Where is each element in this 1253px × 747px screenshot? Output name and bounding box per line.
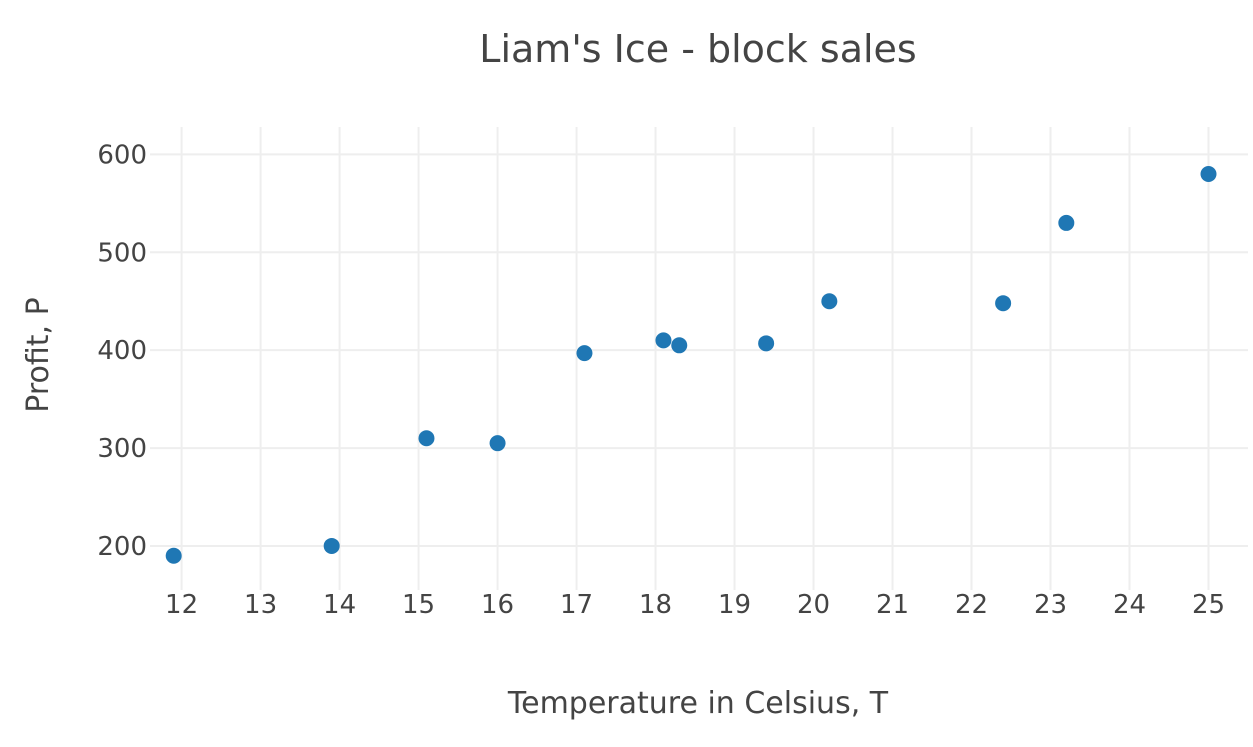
- data-point: [1200, 165, 1217, 182]
- grid: [150, 127, 1248, 590]
- y-tick-label: 300: [97, 434, 147, 464]
- data-points: [165, 165, 1217, 564]
- x-tick-label: 12: [165, 590, 198, 620]
- x-tick-label: 19: [718, 590, 751, 620]
- x-axis-ticks: 12 13 14 15 16 17 18 19 20 21 22 23 24 25: [165, 590, 1225, 620]
- x-tick-label: 22: [955, 590, 988, 620]
- data-point: [165, 547, 182, 564]
- data-point: [821, 293, 838, 310]
- x-tick-label: 13: [244, 590, 277, 620]
- y-axis-title: Profit, P: [21, 297, 56, 412]
- data-point: [489, 435, 506, 452]
- x-tick-label: 14: [323, 590, 356, 620]
- y-tick-label: 600: [97, 140, 147, 170]
- x-tick-label: 17: [560, 590, 593, 620]
- x-tick-label: 20: [797, 590, 830, 620]
- data-point: [323, 537, 340, 554]
- x-axis-title: Temperature in Celsius, T: [507, 686, 889, 721]
- data-point: [655, 332, 672, 349]
- data-point: [418, 430, 435, 447]
- x-tick-label: 24: [1113, 590, 1146, 620]
- x-tick-label: 25: [1192, 590, 1225, 620]
- data-point: [671, 337, 688, 354]
- x-tick-label: 15: [402, 590, 435, 620]
- y-tick-label: 400: [97, 336, 147, 366]
- x-tick-label: 21: [876, 590, 909, 620]
- x-tick-label: 16: [481, 590, 514, 620]
- data-point: [758, 335, 775, 352]
- y-tick-label: 200: [97, 532, 147, 562]
- data-point: [995, 295, 1012, 312]
- x-tick-label: 18: [639, 590, 672, 620]
- y-axis-ticks: 200 300 400 500 600: [97, 140, 147, 562]
- x-tick-label: 23: [1034, 590, 1067, 620]
- chart-title: Liam's Ice - block sales: [479, 27, 916, 71]
- y-tick-label: 500: [97, 238, 147, 268]
- data-point: [1058, 214, 1075, 231]
- data-point: [576, 345, 593, 362]
